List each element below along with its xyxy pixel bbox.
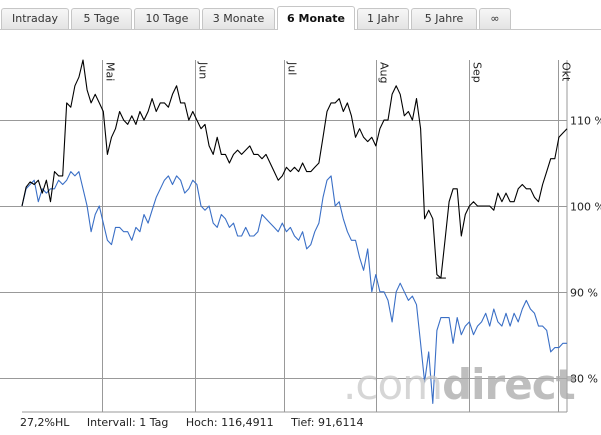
x-tick-label: Aug	[378, 62, 391, 83]
tab-6-monate[interactable]: 6 Monate	[277, 6, 355, 30]
series-line-black	[21, 59, 568, 279]
x-tick-label: Sep	[471, 62, 484, 83]
grid-layer	[0, 60, 568, 413]
x-tick-label: Okt	[560, 62, 573, 82]
tab-infinity[interactable]: ∞	[479, 8, 511, 29]
y-tick-label: 80 %	[570, 373, 598, 386]
tab-5-jahre[interactable]: 5 Jahre	[411, 8, 477, 29]
x-tick-label: Jul	[286, 61, 299, 75]
period-tab-bar: Intraday 5 Tage 10 Tage 3 Monate 6 Monat…	[0, 0, 601, 30]
chart-info-bar: 27,2%HL Intervall: 1 Tag Hoch: 116,4911 …	[20, 413, 377, 433]
tab-5-tage[interactable]: 5 Tage	[71, 8, 132, 29]
series-line-blue	[21, 171, 567, 404]
y-tick-label: 100 %	[570, 201, 601, 214]
hl-range: 27,2%HL	[20, 416, 70, 429]
tab-3-monate[interactable]: 3 Monate	[202, 8, 275, 29]
tab-1-jahr[interactable]: 1 Jahr	[357, 8, 409, 29]
x-tick-label: Mai	[104, 62, 117, 81]
low-value: Tief: 91,6114	[291, 416, 364, 429]
performance-chart: Mai Jun Jul Aug Sep Okt 80 % 90 % 100 % 110 %	[0, 59, 601, 413]
y-tick-label: 110 %	[570, 115, 601, 128]
y-tick-label: 90 %	[570, 287, 598, 300]
tab-10-tage[interactable]: 10 Tage	[134, 8, 200, 29]
x-tick-label: Jun	[197, 61, 210, 79]
tab-intraday[interactable]: Intraday	[1, 8, 69, 29]
y-tick-label-layer: 80 % 90 % 100 % 110 %	[570, 115, 601, 386]
month-label-layer: Mai Jun Jul Aug Sep Okt	[104, 61, 573, 83]
interval-label: Intervall: 1 Tag	[86, 416, 169, 429]
high-value: Hoch: 116,4911	[185, 416, 274, 429]
series-layer	[21, 59, 568, 404]
